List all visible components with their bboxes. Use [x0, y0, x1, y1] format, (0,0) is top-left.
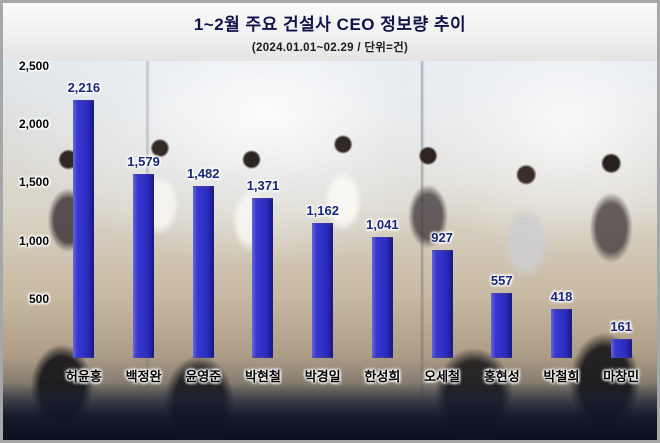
bar-group: 2,216 허윤홍 [54, 67, 114, 384]
bar-value-label: 1,162 [306, 202, 339, 218]
category-label: 박현철 [245, 369, 281, 384]
y-tick-label: 2,500 [18, 59, 49, 73]
bar-value-label: 418 [550, 289, 573, 305]
category-label: 박경일 [304, 369, 341, 384]
bar [252, 198, 274, 358]
bar-value-label: 1,041 [366, 216, 399, 232]
bar-value-label: 1,371 [246, 178, 280, 194]
bar [550, 309, 572, 358]
bar-group: 927 오세철 [412, 67, 472, 384]
chart-title: 1~2월 주요 건설사 CEO 정보량 추이 [193, 15, 467, 34]
bar-value-label: 1,579 [127, 154, 160, 170]
bar [133, 174, 155, 358]
bar-group: 1,371 박현철 [233, 67, 293, 384]
category-label: 마창민 [603, 369, 640, 384]
bar-value-label: 161 [610, 319, 633, 335]
y-tick-label: 1,500 [18, 175, 49, 190]
bar-value-label: 2,216 [67, 80, 101, 96]
bar [431, 250, 453, 358]
bar-chart: 2,500 2,000 1,500 1,000 500 2,216 허윤홍 1,579 백정완… [19, 59, 651, 385]
y-tick-label: 2,000 [18, 117, 49, 132]
bar-group: 1,579 백정완 [114, 67, 174, 384]
category-label: 박철희 [543, 369, 580, 384]
bar-group: 1,041 한성희 [353, 67, 413, 384]
y-tick-label: 500 [28, 291, 49, 306]
bar-group: 161 마창민 [591, 67, 651, 384]
bar-value-label: 927 [431, 230, 453, 246]
bars-area: 2,216 허윤홍 1,579 백정완 1,482 윤영준 1,371 박현철 1,162 박경일… [54, 67, 651, 385]
bar-group: 557 홍현성 [472, 67, 532, 384]
bar-value-label: 557 [490, 273, 513, 289]
bar [73, 100, 95, 358]
bar-value-label: 1,482 [186, 165, 220, 181]
bar [491, 293, 513, 358]
chart-subtitle: (2024.01.01~02.29 / 단위=건) [251, 42, 409, 54]
y-tick-label: 1,000 [18, 233, 49, 248]
category-label: 홍현성 [483, 369, 520, 384]
bar-group: 1,482 윤영준 [173, 67, 233, 385]
category-label: 백정완 [125, 369, 162, 384]
category-label: 허윤홍 [65, 369, 102, 384]
bar [312, 222, 334, 358]
category-label: 윤영준 [185, 369, 222, 384]
bar [610, 339, 632, 358]
bar-group: 1,162 박경일 [293, 67, 353, 384]
bar [192, 185, 214, 358]
chart-header: 1~2월 주요 건설사 CEO 정보량 추이 (2024.01.01~02.29… [3, 3, 657, 61]
bar-group: 418 박철희 [532, 67, 592, 384]
category-label: 오세철 [424, 369, 461, 384]
bar [371, 236, 393, 358]
category-label: 한성희 [364, 369, 401, 384]
